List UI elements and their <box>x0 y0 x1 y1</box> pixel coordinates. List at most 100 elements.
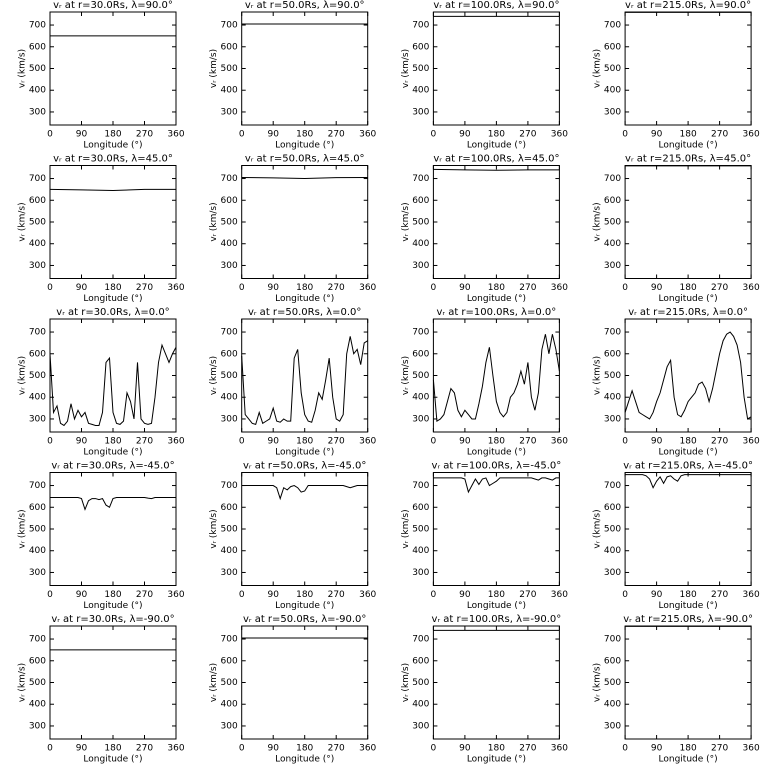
x-tick-label: 360 <box>359 437 376 447</box>
y-tick-label: 700 <box>221 481 238 491</box>
plot-frame <box>432 318 560 433</box>
data-line <box>433 168 560 171</box>
y-tick-label: 300 <box>604 721 621 731</box>
y-axis-label: vᵣ (km/s) <box>209 356 219 395</box>
x-tick-label: 90 <box>76 744 88 754</box>
x-axis-label: Longitude (°) <box>659 448 718 458</box>
x-tick-label: 270 <box>711 437 728 447</box>
y-tick-label: 700 <box>29 481 46 491</box>
y-tick-label: 500 <box>221 678 238 688</box>
y-axis-label: vᵣ (km/s) <box>18 663 28 702</box>
x-tick-label: 0 <box>622 437 628 447</box>
x-tick-label: 180 <box>296 590 313 600</box>
x-axis-label: Longitude (°) <box>275 294 334 304</box>
x-axis-label: Longitude (°) <box>83 601 142 611</box>
plot-frame <box>624 472 752 586</box>
chart-title: vᵣ at r=100.0Rs, λ=90.0° <box>433 0 559 11</box>
x-tick-label: 360 <box>743 590 760 600</box>
y-tick-label: 700 <box>221 635 238 645</box>
chart-title: vᵣ at r=50.0Rs, λ=0.0° <box>248 307 361 318</box>
data-line <box>625 474 752 489</box>
x-tick-label: 90 <box>651 744 663 754</box>
x-tick-label: 180 <box>488 283 505 293</box>
y-tick-label: 500 <box>412 525 429 535</box>
y-tick-label: 500 <box>604 525 621 535</box>
x-tick-label: 0 <box>431 590 437 600</box>
y-tick-label: 700 <box>412 174 429 184</box>
y-tick-label: 600 <box>29 196 46 206</box>
y-tick-label: 700 <box>604 481 621 491</box>
x-axis-label: Longitude (°) <box>83 755 142 765</box>
x-tick-label: 270 <box>328 437 345 447</box>
x-tick-label: 270 <box>711 130 728 140</box>
y-axis-label: vᵣ (km/s) <box>18 356 28 395</box>
x-tick-label: 90 <box>459 590 471 600</box>
y-axis-label: vᵣ (km/s) <box>209 202 219 241</box>
y-tick-label: 300 <box>221 568 238 578</box>
y-tick-label: 400 <box>604 86 621 96</box>
y-tick-label: 500 <box>412 218 429 228</box>
plot-frame <box>432 472 560 586</box>
y-tick-label: 500 <box>604 64 621 74</box>
chart-title: vᵣ at r=100.0Rs, λ=-45.0° <box>432 461 562 472</box>
chart-title: vᵣ at r=100.0Rs, λ=45.0° <box>433 154 559 165</box>
x-tick-label: 270 <box>711 744 728 754</box>
y-tick-label: 700 <box>604 174 621 184</box>
y-tick-label: 600 <box>412 196 429 206</box>
x-tick-label: 180 <box>680 283 697 293</box>
y-axis-label: vᵣ (km/s) <box>593 509 603 548</box>
chart-title: vᵣ at r=215.0Rs, λ=45.0° <box>625 154 751 165</box>
x-tick-label: 0 <box>622 283 628 293</box>
x-tick-label: 90 <box>651 590 663 600</box>
x-axis-label: Longitude (°) <box>659 141 718 151</box>
y-tick-label: 500 <box>604 371 621 381</box>
x-tick-label: 360 <box>551 283 568 293</box>
x-tick-label: 90 <box>267 130 279 140</box>
y-tick-label: 400 <box>412 393 429 403</box>
chart-title: vᵣ at r=50.0Rs, λ=45.0° <box>245 154 365 165</box>
x-tick-label: 90 <box>76 590 88 600</box>
x-tick-label: 270 <box>519 283 536 293</box>
x-tick-label: 360 <box>743 437 760 447</box>
y-axis-label: vᵣ (km/s) <box>593 663 603 702</box>
y-tick-label: 500 <box>29 64 46 74</box>
y-tick-label: 600 <box>221 656 238 666</box>
y-tick-label: 600 <box>412 349 429 359</box>
x-tick-label: 360 <box>167 130 184 140</box>
y-tick-label: 400 <box>29 239 46 249</box>
x-tick-label: 90 <box>651 283 663 293</box>
y-tick-label: 700 <box>412 481 429 491</box>
x-axis-label: Longitude (°) <box>83 294 142 304</box>
y-tick-label: 400 <box>221 239 238 249</box>
y-tick-label: 700 <box>29 21 46 31</box>
x-tick-label: 180 <box>104 437 121 447</box>
x-axis-label: Longitude (°) <box>659 294 718 304</box>
plot-frame <box>624 11 752 126</box>
chart-title: vᵣ at r=30.0Rs, λ=45.0° <box>53 154 173 165</box>
y-tick-label: 700 <box>604 21 621 31</box>
y-tick-label: 600 <box>29 42 46 52</box>
y-tick-label: 700 <box>412 21 429 31</box>
x-tick-label: 180 <box>104 744 121 754</box>
y-tick-label: 500 <box>29 371 46 381</box>
plot-frame <box>432 165 560 279</box>
x-tick-label: 360 <box>551 130 568 140</box>
data-line <box>50 496 176 511</box>
y-tick-label: 300 <box>412 721 429 731</box>
chart-title: vᵣ at r=30.0Rs, λ=90.0° <box>53 0 173 11</box>
data-line <box>241 336 368 426</box>
y-tick-label: 600 <box>221 196 238 206</box>
x-tick-label: 90 <box>459 437 471 447</box>
y-tick-label: 700 <box>221 21 238 31</box>
x-axis-label: Longitude (°) <box>467 601 526 611</box>
x-tick-label: 0 <box>239 437 245 447</box>
x-tick-label: 90 <box>76 130 88 140</box>
data-line <box>432 334 560 422</box>
y-tick-label: 300 <box>412 107 429 117</box>
y-tick-label: 700 <box>221 174 238 184</box>
y-tick-label: 300 <box>604 261 621 271</box>
x-tick-label: 270 <box>328 744 345 754</box>
y-tick-label: 700 <box>29 635 46 645</box>
y-tick-label: 700 <box>412 328 429 338</box>
